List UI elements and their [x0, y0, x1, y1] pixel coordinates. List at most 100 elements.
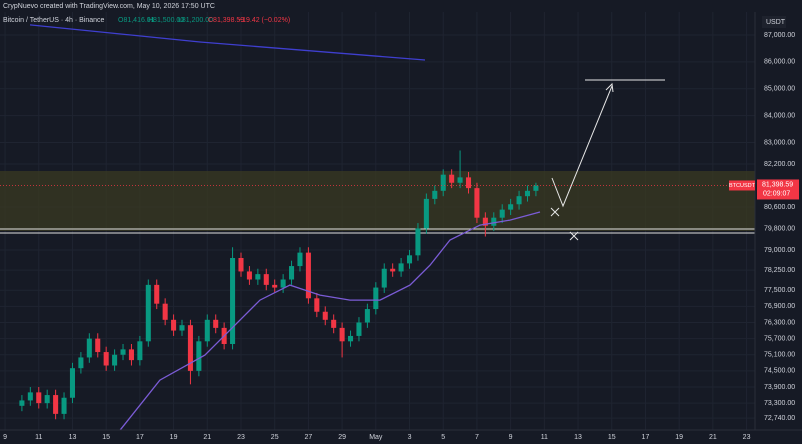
- candle-body: [423, 198, 429, 229]
- candle-body: [128, 349, 134, 361]
- candle-body: [339, 327, 345, 342]
- y-tick-label: 85,000.00: [764, 86, 795, 93]
- candle-body: [263, 274, 269, 285]
- x-tick-label: 5: [441, 434, 445, 441]
- candle-body: [204, 319, 210, 342]
- candle-body: [27, 392, 33, 401]
- x-tick-label: 13: [69, 434, 77, 441]
- unit-box: [762, 16, 786, 28]
- x-tick-label: 17: [136, 434, 144, 441]
- arrow-head: [605, 82, 614, 93]
- candle-body: [297, 252, 303, 267]
- x-tick-label: 13: [574, 434, 582, 441]
- candle-body: [171, 319, 177, 331]
- x-tick-label: 17: [642, 434, 650, 441]
- symbol-label: BTCUSDT: [729, 183, 756, 189]
- candle-body: [364, 309, 370, 323]
- candle-body: [373, 287, 379, 310]
- overlay-line: [29, 24, 426, 61]
- x-tick-label: 15: [608, 434, 616, 441]
- candle-body: [112, 354, 118, 366]
- x-tick-label: 11: [35, 434, 42, 441]
- legend-high: H81,500.00: [148, 17, 184, 24]
- candle-body: [314, 298, 320, 312]
- y-tick-label: 76,300.00: [764, 319, 795, 326]
- candle-body: [406, 255, 413, 264]
- candle-body: [120, 349, 126, 355]
- candle-body: [280, 279, 286, 288]
- candle-body: [524, 190, 531, 197]
- y-tick-label: 74,500.00: [764, 368, 795, 375]
- candle-body: [69, 368, 75, 398]
- candle-body: [95, 338, 101, 353]
- y-tick-label: 79,000.00: [764, 247, 795, 254]
- y-tick-label: 83,000.00: [764, 139, 795, 146]
- y-tick-label: 78,250.00: [764, 267, 795, 274]
- x-tick-label: 9: [3, 434, 7, 441]
- candle-body: [457, 177, 463, 183]
- plot: [19, 24, 541, 431]
- header: CrypNuevo created with TradingView.com, …: [3, 3, 215, 10]
- y-tick-label: 73,300.00: [764, 400, 795, 407]
- x-tick-label: 15: [102, 434, 110, 441]
- x-tick-label: 27: [305, 434, 313, 441]
- candle-body: [162, 303, 168, 320]
- x-tick-label: 29: [338, 434, 346, 441]
- x-tick-label: 23: [237, 434, 245, 441]
- candle-body: [154, 284, 160, 304]
- x-tick-label: May: [369, 434, 383, 441]
- candle-body: [331, 319, 337, 328]
- candle-body: [145, 284, 151, 342]
- candle-body: [78, 357, 84, 369]
- last-price-label: 81,398.59: [762, 181, 793, 188]
- y-tick-label: 82,200.00: [764, 161, 795, 168]
- supply-zone: [0, 171, 755, 231]
- x-tick-label: 23: [743, 434, 751, 441]
- candle-body: [103, 352, 109, 366]
- x-tick-label: 11: [541, 434, 548, 441]
- candle-body: [381, 268, 387, 288]
- countdown-label: 02:09:07: [763, 190, 790, 197]
- candle-body: [36, 392, 42, 404]
- x-tick-label: 21: [709, 434, 717, 441]
- candle-body: [474, 188, 480, 218]
- x-tick-label: 25: [271, 434, 279, 441]
- candle-body: [238, 258, 244, 272]
- x-tick-label: 21: [203, 434, 211, 441]
- legend-low: L81,200.00: [178, 17, 213, 24]
- legend-open: O81,416.01: [118, 17, 155, 24]
- header-bar: [0, 0, 802, 12]
- projection-path: [551, 85, 613, 208]
- candle-body: [196, 341, 202, 371]
- candle-body: [213, 319, 219, 328]
- x-marker: [569, 231, 579, 241]
- price-scale: [755, 0, 802, 444]
- price-unit: USDT: [766, 19, 786, 26]
- symbol-tag: [729, 180, 755, 191]
- candle-body: [449, 174, 455, 183]
- y-tick-label: 84,000.00: [764, 112, 795, 119]
- legend-change: −19.42 (−0.02%): [238, 17, 290, 24]
- candle-body: [398, 263, 404, 272]
- candle-body: [533, 185, 539, 191]
- y-tick-label: 76,900.00: [764, 303, 795, 310]
- candle-body: [187, 325, 193, 371]
- candle-body: [440, 174, 446, 191]
- legend-symbol: Bitcoin / TetherUS · 4h · Binance: [3, 17, 105, 24]
- candle-body: [53, 395, 59, 414]
- x-tick-label: 7: [475, 434, 479, 441]
- x-tick-label: 19: [675, 434, 683, 441]
- candle-body: [246, 271, 252, 280]
- y-tick-label: 87,000.00: [764, 32, 795, 39]
- candle-body: [230, 258, 236, 344]
- candle-body: [61, 397, 67, 414]
- candle-body: [491, 217, 497, 226]
- candle-body: [44, 395, 50, 404]
- candle-body: [482, 217, 488, 226]
- y-tick-label: 75,100.00: [764, 352, 795, 359]
- candle-body: [255, 274, 261, 280]
- candle-body: [137, 341, 143, 361]
- candle-body: [516, 196, 522, 205]
- y-tick-label: 79,800.00: [764, 225, 795, 232]
